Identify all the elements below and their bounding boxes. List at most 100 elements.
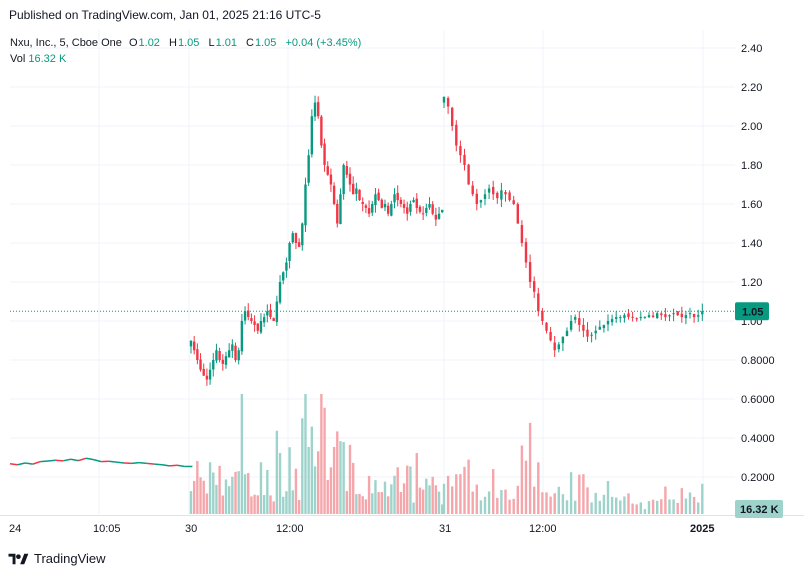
tradingview-brand[interactable]: TradingView xyxy=(8,551,106,566)
volume-bar xyxy=(243,474,247,514)
candle-body xyxy=(367,208,371,214)
volume-bar xyxy=(332,446,336,514)
time-axis-tick-label: 10:05 xyxy=(93,523,121,535)
candle-wick xyxy=(40,460,49,463)
candle-body xyxy=(533,281,536,292)
volume-bar xyxy=(590,502,593,514)
volume-bar xyxy=(586,487,589,514)
volume-bar xyxy=(364,499,368,514)
candle-wick xyxy=(85,457,94,461)
volume-bar xyxy=(412,502,415,514)
candle-body xyxy=(688,313,692,315)
candle-body xyxy=(336,203,339,224)
candle-body xyxy=(557,344,560,350)
volume-bar xyxy=(323,407,326,514)
volume-bar xyxy=(680,488,683,514)
volume-bar xyxy=(684,498,688,514)
volume-bar xyxy=(294,468,298,514)
candle-body xyxy=(676,311,679,316)
candle-body xyxy=(524,242,528,263)
candle-body xyxy=(406,207,409,214)
volume-bar xyxy=(520,445,524,514)
volume-bar xyxy=(240,394,244,514)
candle-body xyxy=(492,186,495,195)
volume-bar xyxy=(578,474,581,514)
candle-body xyxy=(627,313,630,318)
candle-body xyxy=(351,183,355,195)
volume-bar xyxy=(441,504,444,514)
candle-wick xyxy=(25,462,33,465)
candle-body xyxy=(615,317,618,319)
candle-body xyxy=(323,143,326,165)
symbol-name[interactable]: Nxu, Inc., 5, Cboe One xyxy=(10,37,122,49)
candle-body xyxy=(545,322,548,331)
volume-bar xyxy=(266,469,269,514)
candle-body xyxy=(441,209,444,213)
candle-body xyxy=(383,204,387,208)
high-value: 1.05 xyxy=(177,37,200,49)
open-key: O xyxy=(128,37,138,49)
price-axis-tick-label: 2.00 xyxy=(741,121,762,133)
candle-body xyxy=(553,342,556,351)
volume-bar xyxy=(676,502,679,514)
candle-body xyxy=(701,311,704,315)
price-axis-tick-label: 2.40 xyxy=(741,43,762,55)
candle-body xyxy=(259,321,263,333)
candle-body xyxy=(358,189,361,201)
candle-wick xyxy=(55,459,64,462)
candle-body xyxy=(237,350,240,361)
volume-bar xyxy=(275,430,279,514)
candle-wick xyxy=(78,457,87,462)
candle-body xyxy=(240,321,244,352)
time-axis-tick-label: 2025 xyxy=(690,523,714,535)
candle-body xyxy=(668,315,671,317)
volume-bar xyxy=(231,476,234,514)
volume-bar xyxy=(565,500,569,514)
candle-body xyxy=(455,124,458,146)
candle-body xyxy=(428,204,431,208)
candle-wick xyxy=(139,461,147,465)
volume-bar xyxy=(307,446,310,514)
candle-wick xyxy=(116,461,125,464)
volume-bar xyxy=(237,471,240,514)
candle-body xyxy=(256,323,259,331)
candle-body xyxy=(537,293,540,312)
volume-bar xyxy=(537,462,540,514)
volume-bar xyxy=(202,480,205,514)
volume-bar xyxy=(664,486,667,514)
candle-body xyxy=(320,116,323,146)
volume-bar xyxy=(320,394,323,514)
volume-bar xyxy=(351,462,355,514)
volume-bar xyxy=(623,496,626,514)
candle-body xyxy=(272,318,275,321)
volume-bar xyxy=(199,477,202,514)
candle-body xyxy=(304,184,307,226)
candle-wick xyxy=(146,462,155,465)
candle-body xyxy=(231,344,234,351)
close-key: C xyxy=(246,37,254,49)
candle-body xyxy=(275,301,279,323)
volume-bar xyxy=(455,474,458,514)
candle-body xyxy=(569,321,573,330)
candle-body xyxy=(664,314,667,318)
volume-key: Vol xyxy=(10,53,26,65)
candle-body xyxy=(651,315,655,318)
volume-bar xyxy=(451,486,454,514)
candle-body xyxy=(262,317,266,323)
candle-body xyxy=(301,223,304,246)
volume-bar xyxy=(688,492,692,514)
volume-bar xyxy=(475,484,478,514)
volume-bar xyxy=(208,462,212,514)
volume-bar xyxy=(479,500,483,514)
candle-body xyxy=(310,116,314,155)
candle-body xyxy=(234,345,237,360)
price-axis-tick-label: 1.80 xyxy=(741,160,762,172)
volume-bar xyxy=(224,479,228,514)
volume-bar xyxy=(380,492,383,514)
candle-body xyxy=(684,315,688,319)
candle-body xyxy=(639,317,642,319)
candle-body xyxy=(598,326,601,330)
candle-body xyxy=(446,98,450,107)
volume-bar xyxy=(635,504,638,514)
